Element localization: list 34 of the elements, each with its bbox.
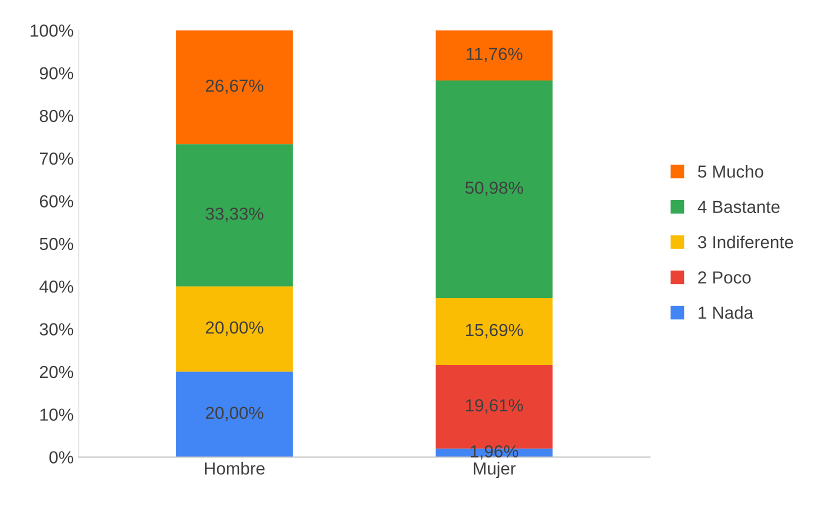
legend-label: 3 Indiferente xyxy=(698,236,794,248)
y-tick-label: 100% xyxy=(30,24,74,37)
y-tick-label: 50% xyxy=(40,238,74,250)
legend-label: 5 Mucho xyxy=(698,165,764,178)
x-tick-label: Mujer xyxy=(474,462,516,478)
data-label: 15,69% xyxy=(466,324,523,338)
bar xyxy=(436,298,553,365)
y-tick-label: 70% xyxy=(40,152,74,165)
y-tick-label: 80% xyxy=(40,110,74,122)
bar xyxy=(176,144,293,286)
bar xyxy=(176,30,293,144)
data-label: 33,33% xyxy=(206,208,264,222)
bar xyxy=(436,80,553,298)
data-label: 26,67% xyxy=(206,80,264,94)
y-tick-label: 60% xyxy=(40,195,74,208)
data-label: 11,76% xyxy=(466,48,522,62)
y-tick-label: 30% xyxy=(40,323,74,336)
y-tick-label: 90% xyxy=(40,67,74,80)
data-label: 20,00% xyxy=(206,321,264,336)
data-label: 1,96% xyxy=(470,445,518,460)
data-label: 50,98% xyxy=(465,182,523,196)
bar xyxy=(176,372,293,458)
y-tick-label: 20% xyxy=(40,366,74,378)
y-tick-label: 0% xyxy=(49,451,74,464)
data-label: 20,00% xyxy=(206,406,264,422)
data-label: 19,61% xyxy=(466,399,523,414)
x-tick-label: Hombre xyxy=(205,462,265,475)
legend-label: 2 Poco xyxy=(698,271,751,284)
bar xyxy=(436,30,553,80)
legend-label: 1 Nada xyxy=(698,306,754,319)
y-tick-label: 10% xyxy=(40,408,74,421)
legend-label: 4 Bastante xyxy=(698,200,780,214)
bar xyxy=(176,286,293,372)
y-tick-label: 40% xyxy=(39,280,74,293)
